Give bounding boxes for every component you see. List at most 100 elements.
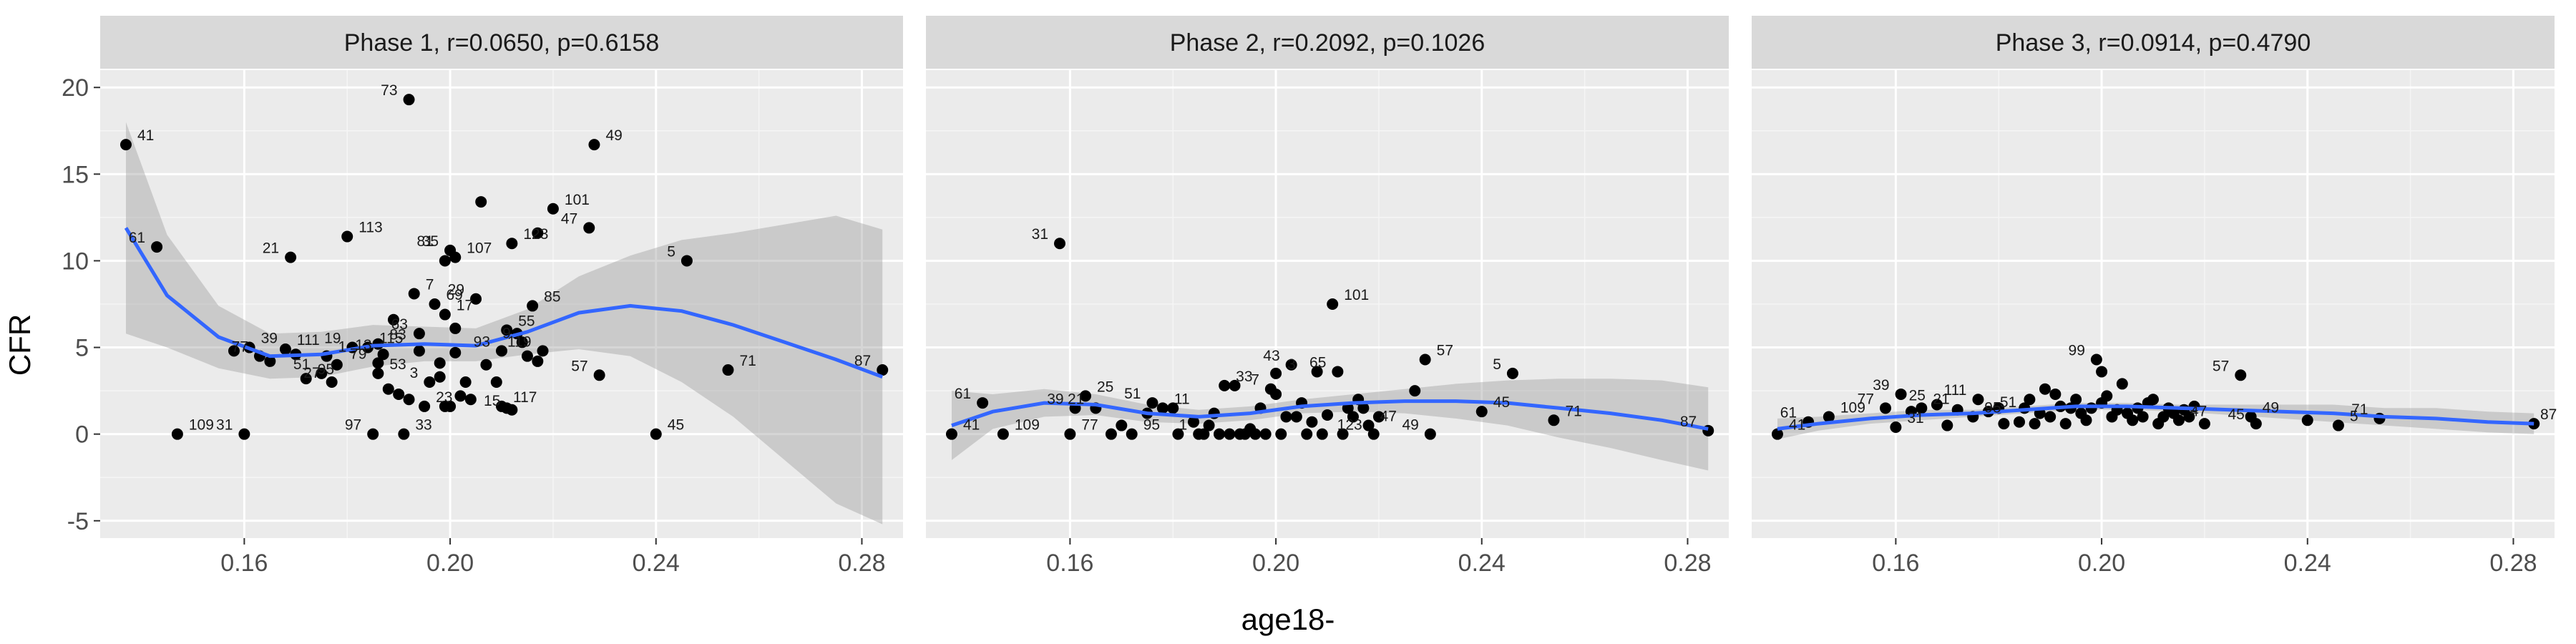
data-point — [722, 364, 734, 376]
data-point — [877, 364, 889, 376]
panel-2: Phase 2, r=0.2092, p=0.10264161109317739… — [926, 16, 1729, 538]
point-label: 21 — [1068, 391, 1084, 407]
y-tick-label: 10 — [62, 248, 89, 275]
point-label: 7 — [426, 276, 434, 293]
data-point — [2059, 418, 2072, 430]
point-label: 115 — [379, 331, 403, 347]
data-point — [1116, 419, 1128, 431]
data-point — [2044, 411, 2057, 423]
point-label: 87 — [2540, 406, 2557, 423]
smooth-line — [1777, 404, 2534, 431]
data-point — [1316, 428, 1328, 440]
point-label: 57 — [571, 358, 587, 374]
data-point — [1270, 367, 1282, 379]
data-point — [1327, 298, 1339, 310]
x-axis-title: age18- — [1241, 602, 1335, 636]
point-label: 107 — [467, 240, 492, 257]
point-label: 45 — [1493, 394, 1510, 411]
data-point — [2014, 416, 2025, 428]
data-point — [475, 196, 487, 208]
data-point — [1506, 367, 1518, 379]
y-tick-label: -5 — [67, 508, 89, 535]
data-point — [1357, 402, 1370, 414]
data-point — [1172, 428, 1184, 440]
data-point — [1367, 428, 1380, 440]
data-point — [449, 322, 462, 334]
point-label: 25 — [1097, 379, 1113, 395]
point-label: 49 — [605, 127, 622, 144]
data-point — [264, 355, 276, 367]
data-point — [1219, 379, 1231, 391]
point-label: 33 — [415, 417, 431, 434]
panel-strip — [1752, 16, 2555, 69]
data-point — [300, 373, 312, 385]
point-label: 95 — [318, 361, 334, 378]
data-point — [2172, 414, 2185, 426]
data-point — [2332, 419, 2344, 431]
data-point — [1998, 418, 2010, 430]
data-point — [444, 400, 457, 412]
point-label: 51 — [293, 356, 310, 373]
data-point — [1332, 366, 1344, 378]
data-point — [2301, 414, 2313, 426]
data-point — [419, 400, 431, 412]
data-point — [1126, 428, 1138, 440]
data-point — [228, 345, 240, 357]
data-point — [516, 336, 528, 348]
data-point — [547, 203, 559, 215]
data-point — [1229, 379, 1241, 391]
data-point — [1270, 388, 1282, 400]
data-point — [408, 288, 420, 300]
point-label: 81 — [417, 233, 434, 250]
data-point — [439, 255, 451, 267]
point-label: 95 — [1984, 399, 2001, 416]
point-label: 5 — [2350, 409, 2358, 425]
point-label: 119 — [507, 333, 531, 350]
data-point — [532, 227, 544, 239]
point-label: 83 — [389, 327, 406, 343]
panel-strip — [100, 16, 903, 69]
data-point — [1285, 358, 1297, 371]
point-label: 3 — [1287, 356, 1296, 373]
point-label: 19 — [324, 331, 341, 347]
data-point — [464, 394, 477, 406]
data-point — [2183, 411, 2195, 423]
data-point — [1203, 419, 1215, 431]
data-point — [459, 376, 472, 388]
data-point — [367, 428, 379, 440]
data-point — [424, 376, 436, 388]
data-point — [439, 308, 451, 321]
data-point — [119, 139, 132, 151]
data-point — [2235, 369, 2247, 381]
point-label: 111 — [1944, 382, 1967, 399]
data-point — [1224, 428, 1236, 440]
data-point — [680, 255, 693, 267]
data-point — [2029, 418, 2041, 430]
data-point — [1362, 419, 1375, 431]
point-label: 41 — [137, 127, 154, 144]
data-point — [521, 350, 533, 362]
data-point — [470, 293, 482, 305]
point-label: 57 — [1437, 343, 1453, 359]
data-point — [1311, 366, 1323, 378]
data-point — [1890, 421, 1902, 433]
point-label: 9 — [502, 325, 511, 341]
data-point — [1064, 428, 1076, 440]
gridlines — [1752, 70, 2555, 538]
data-point — [1972, 394, 1984, 406]
data-point — [449, 251, 462, 263]
data-point — [2039, 383, 2051, 395]
data-point — [279, 343, 291, 355]
point-label: 109 — [1840, 399, 1865, 416]
data-point — [593, 369, 605, 381]
point-label: 61 — [129, 230, 145, 246]
x-tick-label: 0.16 — [1872, 550, 1919, 577]
x-tick-label: 0.28 — [838, 550, 885, 577]
point-label: 47 — [1380, 409, 1397, 425]
point-label: 53 — [389, 356, 406, 373]
data-point — [1548, 414, 1560, 426]
point-label: 65 — [1309, 354, 1326, 371]
data-point — [393, 388, 405, 400]
y-tick-label: 15 — [62, 161, 89, 188]
